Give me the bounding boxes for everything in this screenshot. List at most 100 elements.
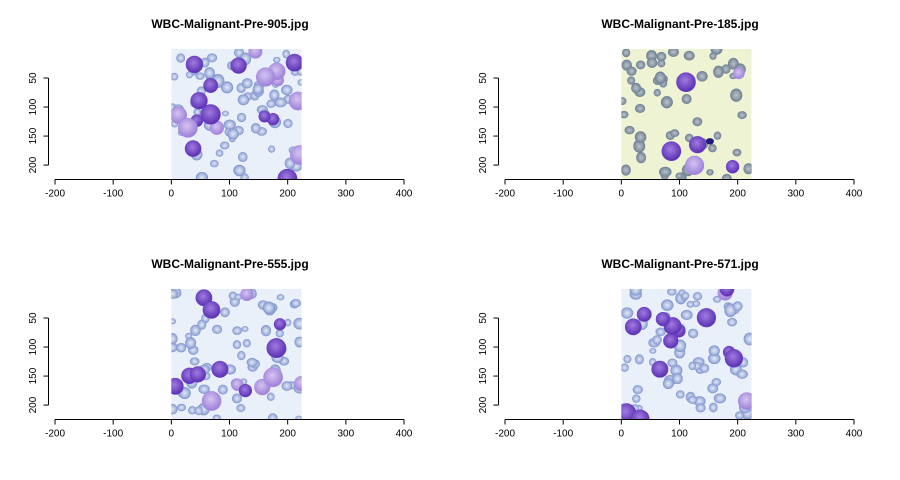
red-blood-cell <box>661 299 674 311</box>
x-tick-label: 300 <box>337 429 354 440</box>
red-blood-cell <box>231 393 242 404</box>
red-blood-cell <box>262 301 275 315</box>
red-blood-cell <box>171 289 179 299</box>
red-blood-cell <box>621 97 627 106</box>
x-tick-label: 400 <box>846 189 863 200</box>
red-blood-cell <box>737 111 747 120</box>
red-blood-cell <box>210 159 219 168</box>
red-blood-cell <box>730 88 743 102</box>
white-blood-cell <box>293 376 302 392</box>
red-blood-cell <box>686 300 695 308</box>
y-tick-label: 150 <box>478 367 489 384</box>
red-blood-cell <box>621 363 629 372</box>
x-tick-label: 400 <box>396 189 413 200</box>
red-blood-cell <box>236 404 246 412</box>
white-blood-cell <box>277 168 298 179</box>
chart-title: WBC-Malignant-Pre-555.jpg <box>151 257 308 271</box>
white-blood-cell <box>651 360 669 378</box>
x-tick-label: 100 <box>221 189 238 200</box>
red-blood-cell <box>242 339 251 348</box>
red-blood-cell <box>176 342 187 353</box>
x-tick-label: 400 <box>846 429 863 440</box>
y-tick-label: 200 <box>478 156 489 173</box>
red-blood-cell <box>241 78 253 89</box>
red-blood-cell <box>656 51 667 62</box>
red-blood-cell <box>687 328 699 339</box>
white-blood-cell <box>719 289 735 297</box>
white-blood-cell <box>263 367 283 388</box>
white-blood-cell <box>177 117 198 138</box>
red-blood-cell <box>631 82 642 94</box>
white-blood-cell <box>725 160 740 174</box>
white-blood-cell <box>201 391 222 411</box>
red-blood-cell <box>735 411 745 419</box>
x-tick-label: -200 <box>45 429 65 440</box>
red-blood-cell <box>281 84 293 96</box>
blood-smear-image <box>621 49 752 179</box>
red-blood-cell <box>631 394 641 403</box>
white-blood-cell <box>211 360 229 378</box>
red-blood-cell <box>681 291 690 300</box>
red-blood-cell <box>267 413 278 419</box>
red-blood-cell <box>233 164 246 177</box>
red-blood-cell <box>237 151 248 163</box>
x-tick-label: -100 <box>103 429 123 440</box>
red-blood-cell <box>221 110 229 117</box>
red-blood-cell <box>171 342 178 353</box>
red-blood-cell <box>232 326 242 336</box>
red-blood-cell <box>660 96 673 109</box>
red-blood-cell <box>692 117 703 127</box>
x-tick-label: 300 <box>787 189 804 200</box>
red-blood-cell <box>220 81 234 94</box>
red-blood-cell <box>237 94 250 106</box>
white-blood-cell <box>255 67 276 87</box>
chart-panel: WBC-Malignant-Pre-905.jpg -200 -100 0 100 200… <box>28 17 413 200</box>
red-blood-cell <box>206 53 218 63</box>
red-blood-cell <box>274 97 287 108</box>
red-blood-cell <box>185 71 193 79</box>
red-blood-cell <box>635 60 646 70</box>
white-blood-cell <box>724 349 744 368</box>
red-blood-cell <box>727 317 737 327</box>
red-blood-cell <box>649 347 657 354</box>
red-blood-cell <box>220 141 230 150</box>
red-blood-cell <box>269 89 280 101</box>
red-blood-cell <box>212 324 223 335</box>
red-blood-cell <box>198 384 210 394</box>
red-blood-cell <box>655 327 666 337</box>
white-blood-cell <box>258 110 271 123</box>
x-tick-label: -200 <box>495 429 515 440</box>
red-blood-cell <box>713 65 724 78</box>
red-blood-cell <box>281 381 293 391</box>
chart-panel: WBC-Malignant-Pre-571.jpg -200 -100 0 100 200… <box>478 257 863 440</box>
red-blood-cell <box>743 163 752 175</box>
x-tick-label: 200 <box>729 429 746 440</box>
y-tick-label: 100 <box>28 98 39 115</box>
red-blood-cell <box>743 332 752 346</box>
white-blood-cell <box>288 91 302 111</box>
white-blood-cell <box>661 141 682 162</box>
y-tick-label: 50 <box>478 72 489 84</box>
red-blood-cell <box>634 354 644 365</box>
red-blood-cell <box>708 144 717 153</box>
y-tick-label: 200 <box>28 396 39 413</box>
red-blood-cell <box>621 164 631 176</box>
red-blood-cell <box>624 125 635 135</box>
white-blood-cell <box>184 140 202 157</box>
red-blood-cell <box>672 372 683 385</box>
red-blood-cell <box>266 99 276 109</box>
red-blood-cell <box>713 393 727 404</box>
red-blood-cell <box>171 333 178 345</box>
red-blood-cell <box>652 335 662 345</box>
chart-title: WBC-Malignant-Pre-185.jpg <box>601 17 758 31</box>
red-blood-cell <box>252 83 264 95</box>
y-tick-label: 150 <box>478 127 489 144</box>
red-blood-cell <box>732 148 742 157</box>
white-blood-cell <box>290 145 302 165</box>
white-blood-cell <box>285 53 302 72</box>
red-blood-cell <box>634 103 646 114</box>
red-blood-cell <box>284 318 292 327</box>
red-blood-cell <box>236 112 247 123</box>
chart-title: WBC-Malignant-Pre-571.jpg <box>601 257 758 271</box>
red-blood-cell <box>667 49 679 57</box>
